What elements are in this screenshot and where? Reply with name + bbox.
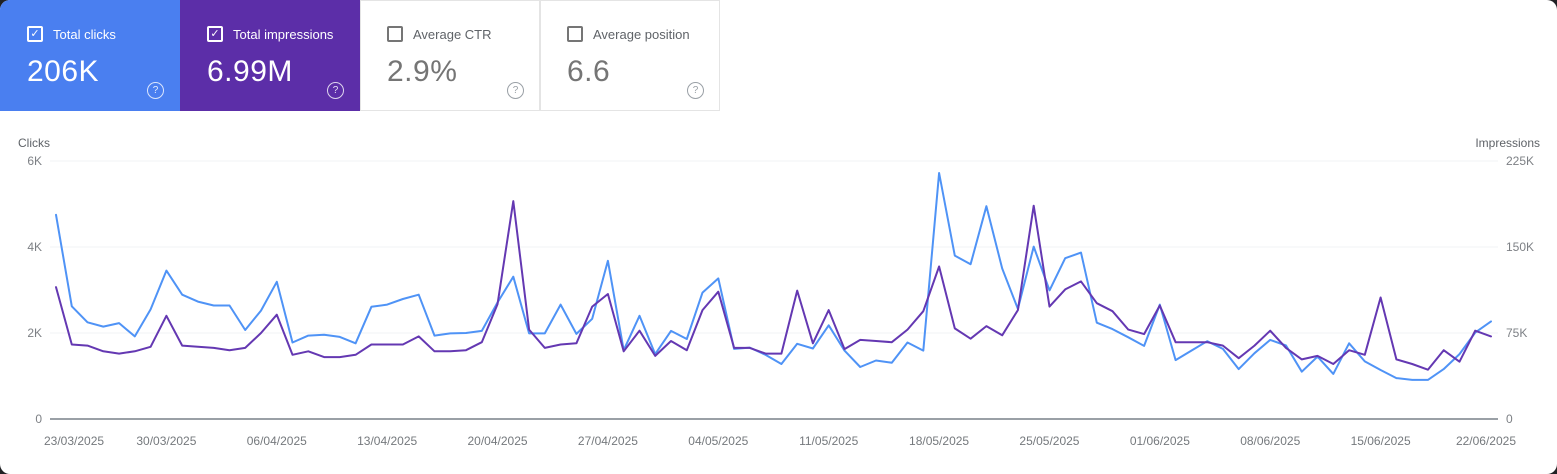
- total-clicks-checkbox[interactable]: ✓: [27, 26, 43, 42]
- left-axis-tick: 6K: [27, 154, 42, 168]
- date-axis-label: 20/04/2025: [467, 434, 528, 448]
- left-axis-tick: 4K: [27, 240, 42, 254]
- date-axis-label: 15/06/2025: [1350, 434, 1411, 448]
- metric-card-total-clicks[interactable]: ✓ Total clicks 206K ?: [0, 0, 180, 111]
- left-axis-title: Clicks: [18, 136, 50, 150]
- metric-card-total-impressions[interactable]: ✓ Total impressions 6.99M ?: [180, 0, 360, 111]
- metric-label: Average position: [593, 26, 690, 42]
- right-axis-tick: 0: [1506, 412, 1513, 426]
- date-axis-label: 06/04/2025: [246, 434, 307, 448]
- right-axis-tick: 150K: [1506, 240, 1535, 254]
- metric-label: Average CTR: [413, 26, 492, 42]
- date-axis-label: 01/06/2025: [1129, 434, 1190, 448]
- date-axis-label: 13/04/2025: [357, 434, 418, 448]
- impressions-line: [55, 200, 1492, 371]
- date-axis-label: 18/05/2025: [909, 434, 970, 448]
- date-axis-label: 04/05/2025: [688, 434, 749, 448]
- left-axis-tick: 2K: [27, 326, 42, 340]
- date-axis-label: 08/06/2025: [1240, 434, 1301, 448]
- metric-value: 6.99M: [207, 55, 293, 88]
- date-axis-label: 11/05/2025: [799, 434, 859, 448]
- metric-value: 6.6: [567, 55, 611, 88]
- help-icon[interactable]: ?: [147, 82, 164, 99]
- help-icon[interactable]: ?: [687, 82, 704, 99]
- date-axis-label: 27/04/2025: [577, 434, 638, 448]
- right-axis-tick: 75K: [1506, 326, 1528, 340]
- metric-cards: ✓ Total clicks 206K ? ✓ Total impression…: [0, 0, 720, 111]
- clicks-line: [55, 172, 1492, 381]
- left-axis-tick: 0: [35, 412, 42, 426]
- metric-card-average-ctr[interactable]: Average CTR 2.9% ?: [360, 0, 540, 111]
- help-icon[interactable]: ?: [507, 82, 524, 99]
- metric-card-average-position[interactable]: Average position 6.6 ?: [540, 0, 720, 111]
- date-axis-label: 22/06/2025: [1455, 434, 1516, 448]
- metric-label: Total clicks: [53, 26, 116, 42]
- date-axis-label: 25/05/2025: [1019, 434, 1080, 448]
- date-axis-label: 23/03/2025: [44, 434, 105, 448]
- metric-value: 2.9%: [387, 55, 458, 88]
- average-position-checkbox[interactable]: [567, 26, 583, 42]
- help-icon[interactable]: ?: [327, 82, 344, 99]
- total-impressions-checkbox[interactable]: ✓: [207, 26, 223, 42]
- date-axis-label: 30/03/2025: [136, 434, 197, 448]
- metric-value: 206K: [27, 55, 100, 88]
- average-ctr-checkbox[interactable]: [387, 26, 403, 42]
- right-axis-tick: 225K: [1506, 154, 1535, 168]
- metric-label: Total impressions: [233, 26, 334, 42]
- right-axis-title: Impressions: [1475, 136, 1540, 150]
